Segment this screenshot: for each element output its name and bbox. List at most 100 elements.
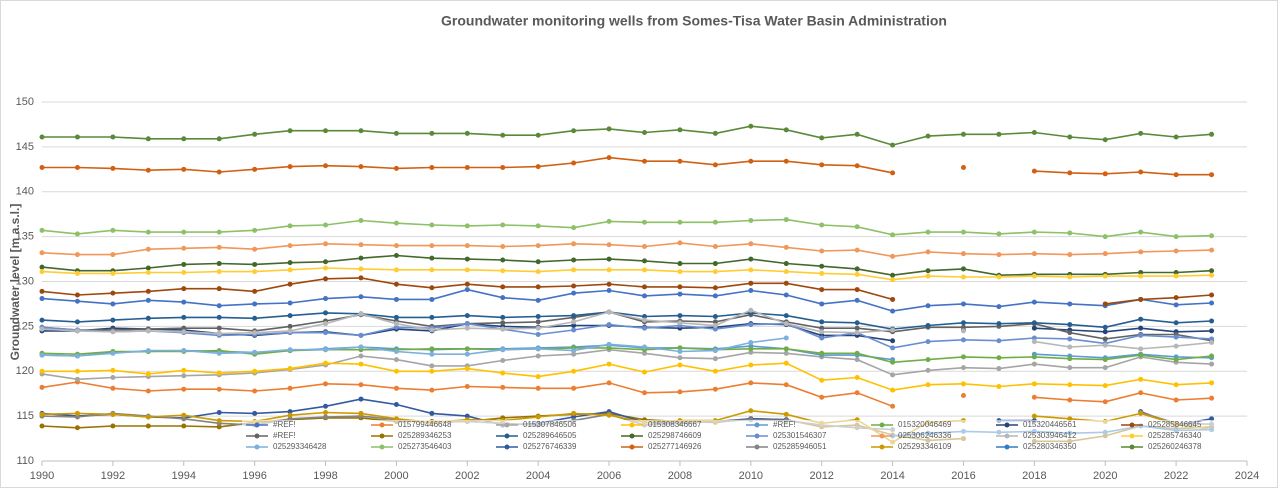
- data-point: [819, 329, 825, 335]
- data-point: [996, 338, 1002, 344]
- data-point: [783, 217, 789, 223]
- data-point: [110, 385, 116, 391]
- data-point: [925, 249, 931, 255]
- data-point: [783, 261, 789, 267]
- data-point: [748, 241, 754, 247]
- legend-text: 025298746609: [648, 431, 702, 440]
- data-point: [1209, 328, 1215, 334]
- data-point: [181, 412, 187, 418]
- data-point: [74, 231, 80, 237]
- data-point: [110, 329, 116, 335]
- series-line: [42, 362, 1212, 391]
- data-point: [1102, 342, 1108, 348]
- data-point: [712, 348, 718, 354]
- data-point: [216, 424, 222, 430]
- data-point: [323, 414, 329, 420]
- legend-bg: [867, 431, 992, 442]
- data-point: [74, 319, 80, 325]
- data-point: [819, 287, 825, 293]
- data-point: [535, 164, 541, 170]
- data-point: [1209, 340, 1215, 346]
- data-point: [535, 385, 541, 391]
- data-point: [854, 325, 860, 331]
- data-point: [500, 357, 506, 363]
- y-tick-label: 145: [16, 141, 34, 153]
- series-line: [41, 288, 1212, 312]
- data-point: [1031, 381, 1037, 387]
- data-point: [216, 325, 222, 331]
- data-point: [854, 266, 860, 272]
- legend-bg: [367, 442, 492, 453]
- data-point: [960, 229, 966, 235]
- data-point: [642, 390, 647, 396]
- data-point: [571, 290, 577, 296]
- data-point: [145, 297, 151, 303]
- legend-bg: [617, 420, 742, 431]
- data-point: [819, 350, 825, 356]
- legend-bg: [617, 431, 742, 442]
- data-point: [819, 325, 825, 331]
- data-point: [854, 350, 860, 356]
- data-point: [571, 257, 577, 263]
- data-point: [606, 380, 612, 386]
- data-point: [819, 301, 825, 307]
- data-point: [287, 164, 293, 170]
- data-point: [1209, 380, 1215, 386]
- data-point: [606, 309, 612, 315]
- data-point: [181, 373, 187, 379]
- data-point: [216, 169, 222, 175]
- data-point: [39, 352, 45, 358]
- data-point: [39, 288, 45, 294]
- data-point: [1138, 376, 1144, 382]
- data-point: [1138, 273, 1144, 279]
- data-point: [677, 345, 683, 351]
- data-point: [39, 411, 45, 417]
- data-point: [1138, 229, 1144, 235]
- data-point: [606, 341, 612, 347]
- data-point: [1209, 318, 1215, 324]
- data-point: [464, 267, 470, 273]
- data-point: [358, 396, 364, 402]
- data-point: [890, 327, 896, 333]
- data-point: [287, 267, 293, 273]
- data-point: [677, 349, 683, 355]
- data-point: [1209, 395, 1215, 401]
- data-point: [606, 345, 612, 351]
- data-point: [854, 247, 860, 253]
- data-point: [677, 389, 683, 395]
- x-tick-label: 2024: [1235, 470, 1259, 482]
- data-point: [712, 269, 718, 275]
- data-point: [358, 217, 364, 223]
- legend-marker: [379, 444, 385, 450]
- legend-marker: [1004, 433, 1010, 439]
- data-point: [854, 131, 860, 137]
- x-tick-label: 1998: [313, 470, 337, 482]
- data-point: [1138, 332, 1144, 338]
- data-point: [571, 267, 577, 273]
- series-line: [41, 254, 1212, 277]
- data-point: [677, 261, 683, 267]
- chart-title: Groundwater monitoring wells from Somes-…: [441, 13, 947, 29]
- data-point: [358, 344, 364, 350]
- data-point: [145, 423, 151, 429]
- data-point: [960, 354, 966, 360]
- data-point: [571, 327, 577, 333]
- data-point: [925, 303, 931, 309]
- data-point: [216, 244, 222, 250]
- data-point: [464, 321, 470, 327]
- data-point: [464, 413, 470, 419]
- data-point: [535, 353, 541, 359]
- data-point: [677, 291, 683, 297]
- data-point: [960, 392, 966, 398]
- data-point: [535, 259, 541, 265]
- legend-text: 025277146926: [648, 442, 702, 451]
- data-point: [252, 315, 258, 321]
- y-tick-label: 135: [16, 231, 34, 243]
- data-point: [571, 160, 577, 166]
- data-point: [181, 367, 187, 373]
- data-point: [996, 366, 1002, 372]
- data-point: [429, 351, 435, 357]
- data-point: [110, 165, 116, 171]
- legend-marker: [254, 444, 260, 450]
- data-point: [1138, 325, 1144, 331]
